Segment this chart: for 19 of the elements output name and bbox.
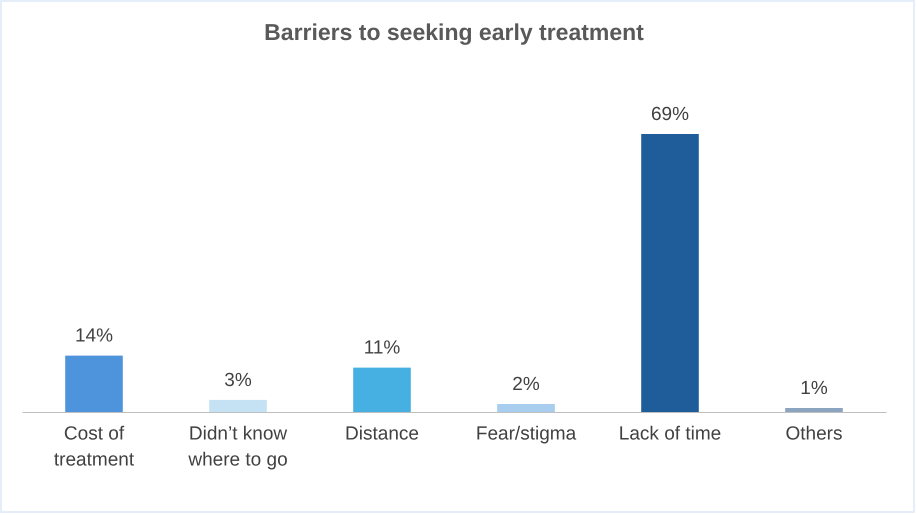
data-label: 14% [74,326,114,347]
bar [785,408,843,412]
bar [209,400,267,412]
x-tick-label: Others [785,424,843,444]
data-label: 2% [512,374,540,395]
x-tick-label: Didn’t know where to go [187,424,288,470]
data-label: 11% [364,338,400,359]
data-label: 69% [650,104,690,126]
bar [65,356,123,412]
data-label: 1% [800,378,828,399]
x-tick-label: Cost of treatment [54,424,135,470]
x-tick-label: Fear/stigma [476,424,577,444]
chart-title: Barriers to seeking early treatment [264,19,644,46]
bar [641,134,699,412]
data-label: 3% [224,370,252,391]
x-tick-label: Lack of time [618,424,722,444]
x-tick-label: Distance [345,424,419,444]
bar [497,404,555,412]
bar [353,368,411,412]
